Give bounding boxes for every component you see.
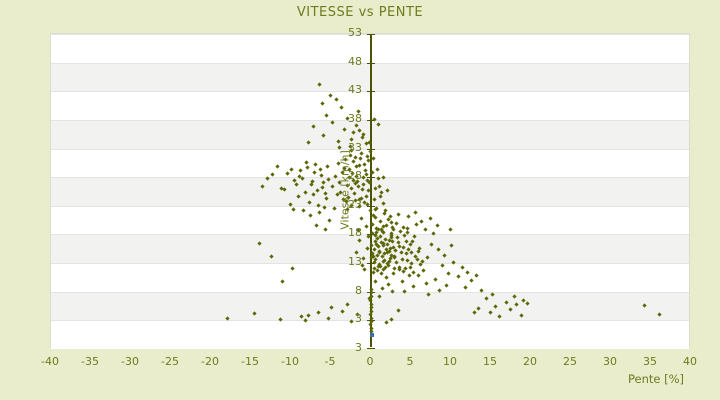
y-tick xyxy=(367,62,375,64)
x-tick-label: -35 xyxy=(81,355,99,368)
y-tick-label: 18 xyxy=(348,226,362,240)
x-tick-label: 35 xyxy=(643,355,657,368)
y-tick-label: 8 xyxy=(355,283,362,297)
y-tick-label: 13 xyxy=(348,255,362,269)
x-axis-title: Pente [%] xyxy=(628,372,685,386)
highlight-point xyxy=(369,332,374,337)
x-tick-label: -5 xyxy=(324,355,336,368)
x-tick-label: 20 xyxy=(523,355,537,368)
y-tick xyxy=(367,348,375,349)
y-tick-label: 3 xyxy=(355,312,362,326)
y-tick xyxy=(367,263,375,265)
y-tick-label: 53 xyxy=(348,26,362,39)
y-tick-label: 3 xyxy=(355,341,362,354)
x-tick-label: -25 xyxy=(161,355,179,368)
x-tick-label: 10 xyxy=(443,355,457,368)
y-tick xyxy=(367,148,375,150)
y-tick-label: 48 xyxy=(348,54,362,68)
x-tick-label: 30 xyxy=(603,355,617,368)
x-tick-label: -10 xyxy=(281,355,299,368)
y-tick xyxy=(367,91,375,93)
x-tick-label: 40 xyxy=(683,355,697,368)
x-tick-label: -40 xyxy=(41,355,59,368)
x-tick-label: -30 xyxy=(121,355,139,368)
y-tick xyxy=(367,177,375,179)
y-axis-title: Vitesse [km/h] xyxy=(338,150,352,230)
data-point xyxy=(372,185,378,191)
y-tick xyxy=(367,34,375,35)
y-tick-label: 28 xyxy=(348,169,362,183)
y-tick xyxy=(367,119,375,121)
x-tick-label: 0 xyxy=(366,355,374,368)
y-tick-label: 43 xyxy=(348,83,362,97)
y-tick-label: 38 xyxy=(348,111,362,125)
x-tick-label: 25 xyxy=(563,355,577,368)
chart-title: VITESSE vs PENTE xyxy=(296,5,424,20)
data-point xyxy=(372,232,378,238)
plot-area xyxy=(50,33,690,349)
y-axis-line xyxy=(370,34,372,347)
y-tick xyxy=(367,205,375,207)
x-tick-label: 15 xyxy=(483,355,497,368)
x-tick-label: -20 xyxy=(201,355,219,368)
y-tick-label: 33 xyxy=(348,140,362,154)
x-tick-label: 5 xyxy=(406,355,414,368)
x-tick-label: -15 xyxy=(241,355,259,368)
y-tick-label: 23 xyxy=(348,197,362,211)
